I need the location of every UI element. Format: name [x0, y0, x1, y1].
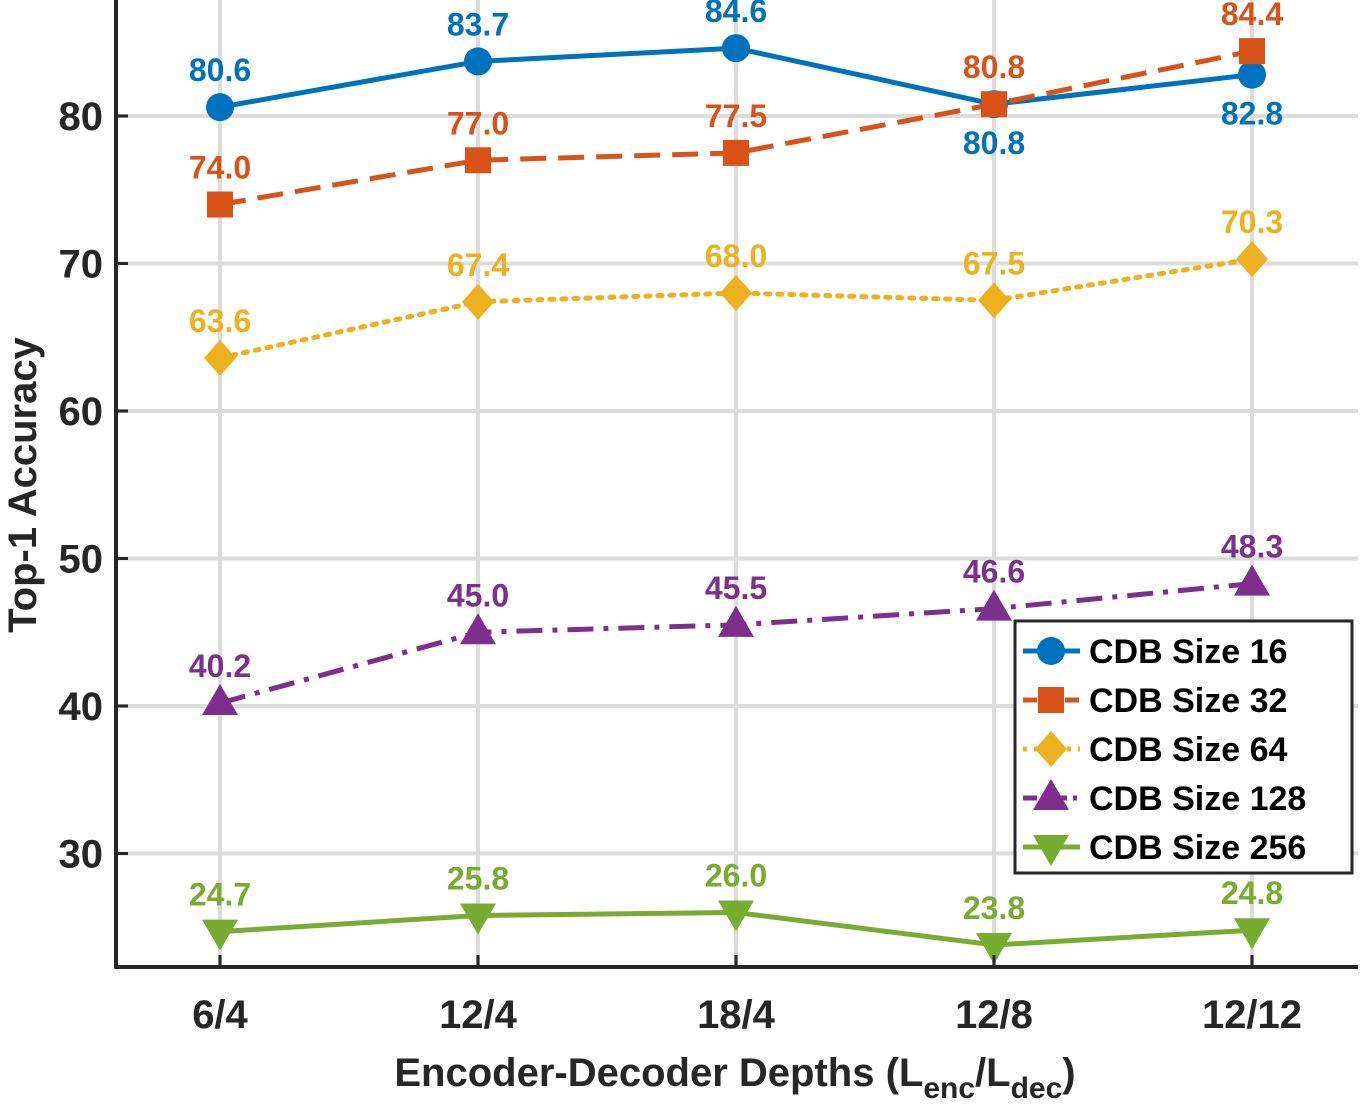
data-point-0-1	[464, 47, 492, 76]
data-label-4-3: 23.8	[963, 890, 1025, 926]
data-label-2-1: 67.4	[447, 247, 509, 283]
data-point-1-4	[1239, 38, 1265, 65]
axes: 30 40 50 60 70 80 6/4 12/4 18/4 12/8 12/12	[59, 0, 1358, 1037]
data-point-3-2	[718, 605, 754, 637]
data-label-3-2: 45.5	[705, 570, 767, 606]
data-label-1-2: 77.5	[705, 98, 767, 134]
data-point-4-3	[976, 932, 1012, 964]
legend: CDB Size 16 CDB Size 32 CDB Size 64 CDB Siz…	[1013, 619, 1354, 875]
x-axis-label-l1: L	[899, 1051, 923, 1095]
y-tick-label: 70	[59, 243, 104, 287]
data-point-3-3	[976, 589, 1012, 621]
data-point-1-1	[465, 147, 491, 174]
data-point-1-0	[207, 191, 233, 218]
data-point-4-0	[202, 919, 238, 951]
data-point-2-2	[720, 275, 752, 311]
legend-marker-1	[1038, 687, 1064, 713]
data-point-4-1	[460, 903, 496, 935]
data-label-1-3: 80.8	[963, 49, 1025, 85]
data-label-1-0: 74.0	[189, 150, 251, 186]
data-point-1-2	[723, 139, 749, 166]
legend-marker-0	[1037, 637, 1065, 665]
data-point-3-1	[460, 613, 496, 645]
data-label-3-3: 46.6	[963, 554, 1025, 590]
x-axis-label-l2: L	[986, 1051, 1010, 1095]
y-tick-label: 50	[59, 538, 104, 582]
x-axis-label-main: Encoder-Decoder Depths (	[394, 1051, 899, 1095]
legend-label-0: CDB Size 16	[1089, 633, 1287, 671]
x-axis-label-dec: dec	[1011, 1072, 1063, 1105]
legend-marker-3	[1033, 779, 1069, 810]
legend-label-2: CDB Size 64	[1089, 731, 1287, 769]
x-tick-label: 12/4	[439, 993, 518, 1037]
data-point-4-2	[718, 900, 754, 932]
data-point-1-3	[981, 91, 1007, 118]
data-label-4-4: 24.8	[1221, 875, 1283, 911]
legend-marker-2	[1035, 731, 1067, 767]
data-label-3-0: 40.2	[189, 648, 251, 684]
x-axis-label-enc: enc	[923, 1072, 975, 1105]
x-tick-label: 12/8	[955, 993, 1033, 1037]
data-label-4-2: 26.0	[705, 858, 767, 894]
labels-layer: 80.6 83.7 84.6 80.8 82.8 74.0 77.0 77.5 80.8 84.4…	[189, 0, 1283, 926]
data-label-3-4: 48.3	[1221, 529, 1283, 565]
data-label-3-1: 45.0	[447, 577, 509, 613]
data-label-4-0: 24.7	[189, 877, 251, 913]
legend-label-3: CDB Size 128	[1089, 780, 1306, 818]
data-label-0-0: 80.6	[189, 52, 251, 88]
legend-marker-4	[1033, 835, 1069, 866]
legend-label-1: CDB Size 32	[1089, 682, 1287, 720]
data-point-0-0	[206, 93, 234, 122]
y-tick-label: 40	[59, 685, 104, 729]
data-point-2-1	[462, 283, 494, 320]
y-tick-label: 80	[59, 95, 104, 139]
x-axis-label-sep: /	[975, 1051, 986, 1095]
x-tick-label: 6/4	[192, 993, 248, 1037]
data-label-1-1: 77.0	[447, 105, 509, 141]
data-label-0-1: 83.7	[447, 6, 509, 42]
data-label-2-2: 68.0	[705, 238, 767, 274]
y-tick-label: 30	[59, 833, 104, 877]
x-axis-label-end: )	[1062, 1051, 1075, 1095]
data-label-2-4: 70.3	[1221, 204, 1283, 240]
data-point-3-4	[1234, 564, 1270, 596]
data-label-0-4: 82.8	[1221, 96, 1283, 132]
data-point-3-0	[202, 684, 238, 716]
x-axis-label: Encoder-Decoder Depths (Lenc/Ldec)	[394, 1051, 1075, 1105]
data-point-2-0	[204, 339, 236, 376]
data-point-2-4	[1236, 241, 1268, 278]
data-label-2-3: 67.5	[963, 245, 1025, 281]
data-label-0-3: 80.8	[963, 125, 1025, 161]
legend-label-4: CDB Size 256	[1089, 829, 1306, 867]
data-label-2-0: 63.6	[189, 303, 251, 339]
x-tick-label: 18/4	[697, 993, 776, 1037]
data-label-0-2: 84.6	[705, 0, 767, 29]
x-tick-label: 12/12	[1202, 993, 1302, 1037]
data-point-0-2	[722, 34, 750, 63]
data-point-2-3	[978, 282, 1010, 319]
data-label-4-1: 25.8	[447, 860, 509, 896]
data-point-0-4	[1238, 60, 1266, 89]
legend-box	[1013, 619, 1354, 875]
series-layer	[202, 34, 1270, 964]
y-tick-label: 60	[59, 390, 104, 434]
y-axis-label: Top-1 Accuracy	[1, 336, 45, 632]
data-label-1-4: 84.4	[1221, 0, 1283, 32]
data-point-4-4	[1234, 918, 1270, 950]
